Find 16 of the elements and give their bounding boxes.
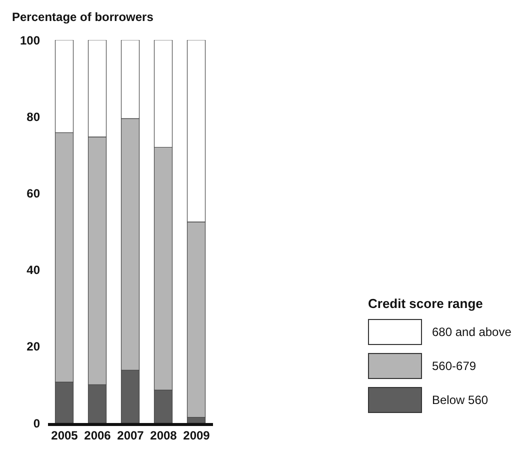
x-tick-label: 2008	[150, 428, 178, 443]
y-tick-label: 40	[26, 263, 40, 278]
y-tick-label: 0	[33, 416, 40, 430]
legend-label: Below 560	[432, 393, 488, 407]
x-tick-label: 2009	[183, 428, 210, 443]
y-tick-label: 100	[20, 33, 40, 48]
y-tick-label: 60	[26, 186, 40, 200]
x-tick-label: 2007	[117, 428, 144, 443]
x-tick-label: 2005	[51, 428, 78, 443]
legend-label: 560-679	[432, 359, 476, 373]
x-tick-label: 2006	[84, 428, 112, 443]
y-tick-label: 80	[26, 110, 40, 124]
y-axis-title: Percentage of borrowers	[12, 10, 154, 24]
text: 680 and above	[432, 325, 512, 339]
y-tick-label: 20	[26, 340, 40, 354]
legend-title: Credit score range	[368, 296, 484, 311]
